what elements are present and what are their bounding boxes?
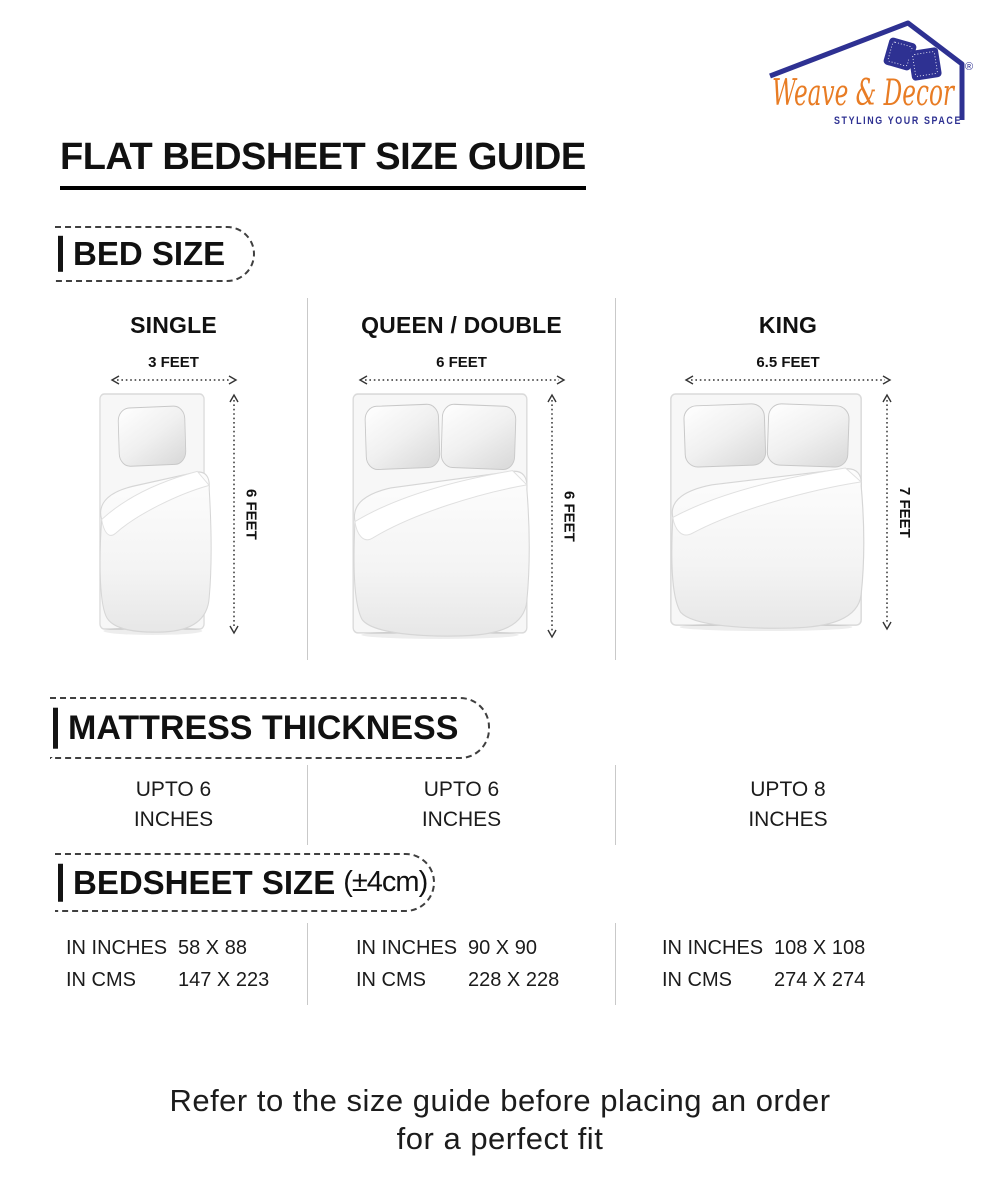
bed-length-label: 6 FEET	[560, 490, 578, 542]
brand-logo: ® Weave & Decor STYLING YOUR SPACE	[769, 20, 973, 127]
tolerance-note: (±4cm)	[343, 866, 428, 898]
bed-illustration-king	[670, 393, 865, 632]
section-label: BEDSHEET SIZE	[73, 863, 336, 901]
bed-width-label: 3 FEET	[148, 354, 199, 371]
section-label: BED SIZE	[73, 235, 226, 272]
bed-length-label: 6 FEET	[242, 488, 260, 540]
brand-tagline: STYLING YOUR SPACE	[834, 115, 962, 127]
section-header-bedsheet-size: BEDSHEET SIZE (±4cm)	[55, 853, 435, 912]
thickness-value: UPTO 8	[750, 778, 826, 802]
thickness-value: UPTO 6	[423, 778, 500, 802]
pillows-icon	[883, 37, 942, 81]
thickness-king: UPTO 8 INCHES	[615, 765, 960, 845]
section-header-bed-size: BED SIZE	[55, 226, 255, 282]
width-dimension-arrow	[358, 375, 565, 385]
thickness-value: UPTO 6	[135, 778, 212, 802]
bed-column-king: KING 6.5 FEET	[615, 298, 960, 660]
bed-column-queen: QUEEN / DOUBLE 6 FEET	[307, 298, 615, 660]
bed-illustration-single	[98, 393, 212, 635]
mattress-thickness-row: UPTO 6 INCHES UPTO 6 INCHES UPTO 8 INCHE…	[40, 765, 960, 845]
bed-column-single: SINGLE 3 FEET	[40, 298, 307, 660]
bed-type-label: QUEEN / DOUBLE	[361, 312, 562, 338]
sheet-size-single: IN INCHES 58 X 88 IN CMS 147 X 223	[40, 923, 307, 1005]
inches-label: IN INCHES	[662, 936, 764, 959]
sheet-size-queen: IN INCHES 90 X 90 IN CMS 228 X 228	[307, 923, 615, 1005]
thickness-queen: UPTO 6 INCHES	[307, 765, 615, 845]
bed-type-label: KING	[758, 312, 818, 338]
length-dimension-arrow	[228, 393, 239, 635]
footer-line-2: for a perfect fit	[396, 1120, 604, 1156]
inches-value: 90 X 90	[468, 936, 537, 959]
thickness-single: UPTO 6 INCHES	[40, 765, 307, 845]
width-dimension-arrow	[110, 375, 237, 385]
bed-width-label: 6 FEET	[436, 354, 487, 371]
width-dimension-arrow	[684, 375, 892, 385]
bedsheet-size-row: IN INCHES 58 X 88 IN CMS 147 X 223 IN IN…	[40, 923, 960, 1005]
cms-label: IN CMS	[66, 968, 136, 991]
inches-label: IN INCHES	[356, 936, 458, 959]
footer-line-1: Refer to the size guide before placing a…	[169, 1083, 831, 1118]
house-roof-icon	[769, 20, 965, 120]
header-accent-bar	[53, 707, 58, 749]
section-label: MATTRESS THICKNESS	[68, 708, 459, 747]
cms-label: IN CMS	[356, 968, 426, 991]
header-accent-bar	[58, 235, 63, 273]
brand-name: Weave & Decor	[772, 73, 955, 114]
length-dimension-arrow	[546, 393, 557, 639]
inches-value: 58 X 88	[178, 936, 247, 959]
bed-size-row: SINGLE 3 FEET	[40, 298, 960, 660]
thickness-unit: INCHES	[133, 808, 214, 831]
cms-value: 147 X 223	[178, 968, 270, 991]
registered-mark: ®	[965, 61, 973, 73]
thickness-unit: INCHES	[748, 808, 828, 831]
cms-label: IN CMS	[662, 968, 732, 991]
section-header-mattress-thickness: MATTRESS THICKNESS	[50, 697, 490, 759]
cms-value: 274 X 274	[774, 968, 866, 991]
bed-length-label: 7 FEET	[896, 486, 913, 538]
cms-value: 228 X 228	[468, 968, 560, 991]
bed-type-label: SINGLE	[130, 312, 217, 338]
inches-label: IN INCHES	[66, 936, 168, 959]
thickness-unit: INCHES	[421, 808, 502, 831]
sheet-size-king: IN INCHES 108 X 108 IN CMS 274 X 274	[615, 923, 960, 1005]
bed-illustration-queen	[351, 393, 530, 639]
page-title: FLAT BEDSHEET SIZE GUIDE	[60, 136, 586, 190]
inches-value: 108 X 108	[774, 936, 866, 959]
length-dimension-arrow	[882, 393, 892, 631]
footer-note: Refer to the size guide before placing a…	[0, 1082, 1000, 1158]
header-accent-bar	[58, 863, 63, 902]
bed-width-label: 6.5 FEET	[756, 354, 820, 371]
